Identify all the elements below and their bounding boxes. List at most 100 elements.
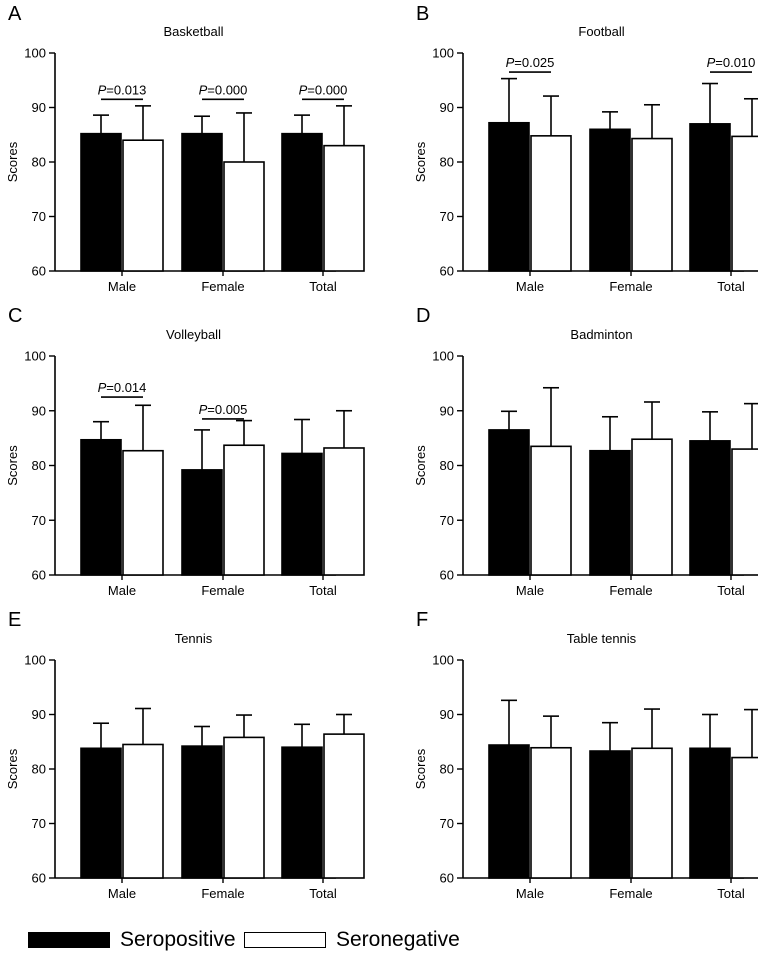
x-tick-label: Total (309, 886, 337, 901)
y-tick-label: 90 (32, 707, 46, 722)
y-tick-label: 60 (32, 264, 46, 279)
x-tick-label: Male (516, 583, 544, 598)
chart-title: Volleyball (166, 327, 221, 342)
bar-seropositive-male (80, 747, 122, 879)
p-value-label: P=0.000 (199, 82, 248, 97)
y-tick-label: 100 (432, 653, 454, 668)
x-tick-label: Female (201, 583, 244, 598)
y-tick-label: 60 (440, 568, 454, 583)
panel-letter: C (8, 305, 22, 327)
y-tick-label: 80 (440, 155, 454, 170)
legend-item-seronegative: Seronegative (244, 928, 460, 952)
bar-seropositive-total (689, 123, 731, 272)
bar-seronegative-male (530, 746, 572, 879)
x-tick-label: Male (516, 886, 544, 901)
bar-seropositive-total (281, 452, 323, 576)
panel-c: C Volleyball Scores 60 70 80 90 100 Male Female To… (5, 305, 365, 598)
y-tick-label: 90 (440, 100, 454, 115)
y-tick-label: 100 (24, 46, 46, 61)
bar-seropositive-female (181, 745, 223, 879)
y-axis-label: Scores (5, 141, 20, 182)
y-tick-label: 70 (440, 816, 454, 831)
y-tick-label: 70 (32, 209, 46, 224)
bar-seropositive-male (80, 438, 122, 576)
legend-label-seropositive: Seropositive (120, 928, 236, 951)
bar-seronegative-male (122, 139, 164, 272)
bar-seropositive-male (80, 132, 122, 272)
bar-seronegative-female (223, 736, 265, 879)
y-tick-label: 90 (440, 403, 454, 418)
chart-title: Badminton (570, 327, 632, 342)
y-axis-label: Scores (413, 141, 428, 182)
bar-seronegative-male (530, 135, 572, 272)
bar-seronegative-total (731, 756, 758, 879)
y-tick-label: 70 (32, 816, 46, 831)
y-tick-label: 80 (32, 458, 46, 473)
bar-seronegative-total (731, 448, 758, 576)
y-tick-label: 60 (32, 568, 46, 583)
y-tick-label: 90 (32, 403, 46, 418)
panel-f: F Table tennis Scores 60 70 80 90 100 Male Female… (413, 609, 758, 901)
bar-seropositive-female (589, 750, 631, 879)
y-tick-label: 80 (440, 762, 454, 777)
legend-swatch-seronegative (244, 932, 326, 948)
x-tick-label: Female (609, 583, 652, 598)
x-tick-label: Female (609, 886, 652, 901)
bar-seronegative-female (631, 137, 673, 272)
bar-seropositive-female (181, 469, 223, 576)
x-tick-label: Female (201, 279, 244, 294)
x-tick-label: Total (717, 583, 745, 598)
p-value-label: P=0.025 (506, 55, 555, 70)
panel-e: E Tennis Scores 60 70 80 90 100 Male Female Total (5, 609, 365, 901)
bar-seropositive-total (281, 746, 323, 879)
bar-seronegative-total (323, 447, 365, 576)
panel-letter: B (416, 3, 429, 25)
bar-seropositive-male (488, 744, 530, 879)
y-tick-label: 90 (32, 100, 46, 115)
y-tick-label: 100 (432, 46, 454, 61)
legend-label-seronegative: Seronegative (336, 928, 460, 951)
bar-seronegative-female (223, 161, 265, 272)
y-tick-label: 70 (32, 513, 46, 528)
p-value-label: P=0.013 (98, 82, 147, 97)
y-axis-label: Scores (5, 445, 20, 486)
y-tick-label: 80 (32, 155, 46, 170)
panel-letter: E (8, 609, 21, 631)
bar-seropositive-male (488, 429, 530, 576)
bar-seronegative-total (323, 144, 365, 272)
p-value-label: P=0.005 (199, 402, 248, 417)
panel-letter: F (416, 609, 428, 631)
bar-seropositive-female (181, 132, 223, 272)
y-tick-label: 60 (440, 264, 454, 279)
bar-seropositive-total (281, 132, 323, 272)
chart-title: Table tennis (567, 631, 637, 646)
y-tick-label: 90 (440, 707, 454, 722)
legend: Seropositive Seronegative (0, 928, 758, 956)
panel-b: B Football Scores 60 70 80 90 100 Male Female Tota… (413, 3, 758, 294)
bar-seronegative-female (631, 747, 673, 879)
y-axis-label: Scores (413, 445, 428, 486)
bar-seronegative-male (122, 743, 164, 879)
y-axis-label: Scores (413, 748, 428, 789)
panel-a: A Basketball Scores 60 70 80 90 100 Male Female To… (5, 3, 365, 294)
bar-seropositive-total (689, 440, 731, 576)
bar-seropositive-female (589, 449, 631, 576)
panel-d: D Badminton Scores 60 70 80 90 100 Male Female Tot… (413, 305, 758, 598)
bar-seropositive-total (689, 747, 731, 879)
bar-seronegative-total (731, 135, 758, 272)
chart-title: Football (578, 24, 624, 39)
legend-item-seropositive: Seropositive (28, 928, 236, 952)
p-value-label: P=0.000 (299, 82, 348, 97)
chart-title: Tennis (175, 631, 213, 646)
x-tick-label: Female (201, 886, 244, 901)
x-tick-label: Male (108, 886, 136, 901)
bar-seronegative-male (122, 449, 164, 576)
y-tick-label: 60 (32, 871, 46, 886)
chart-title: Basketball (164, 24, 224, 39)
y-tick-label: 100 (24, 653, 46, 668)
x-tick-label: Male (516, 279, 544, 294)
bar-seropositive-male (488, 121, 530, 272)
bar-seronegative-female (223, 444, 265, 576)
y-tick-label: 100 (24, 349, 46, 364)
